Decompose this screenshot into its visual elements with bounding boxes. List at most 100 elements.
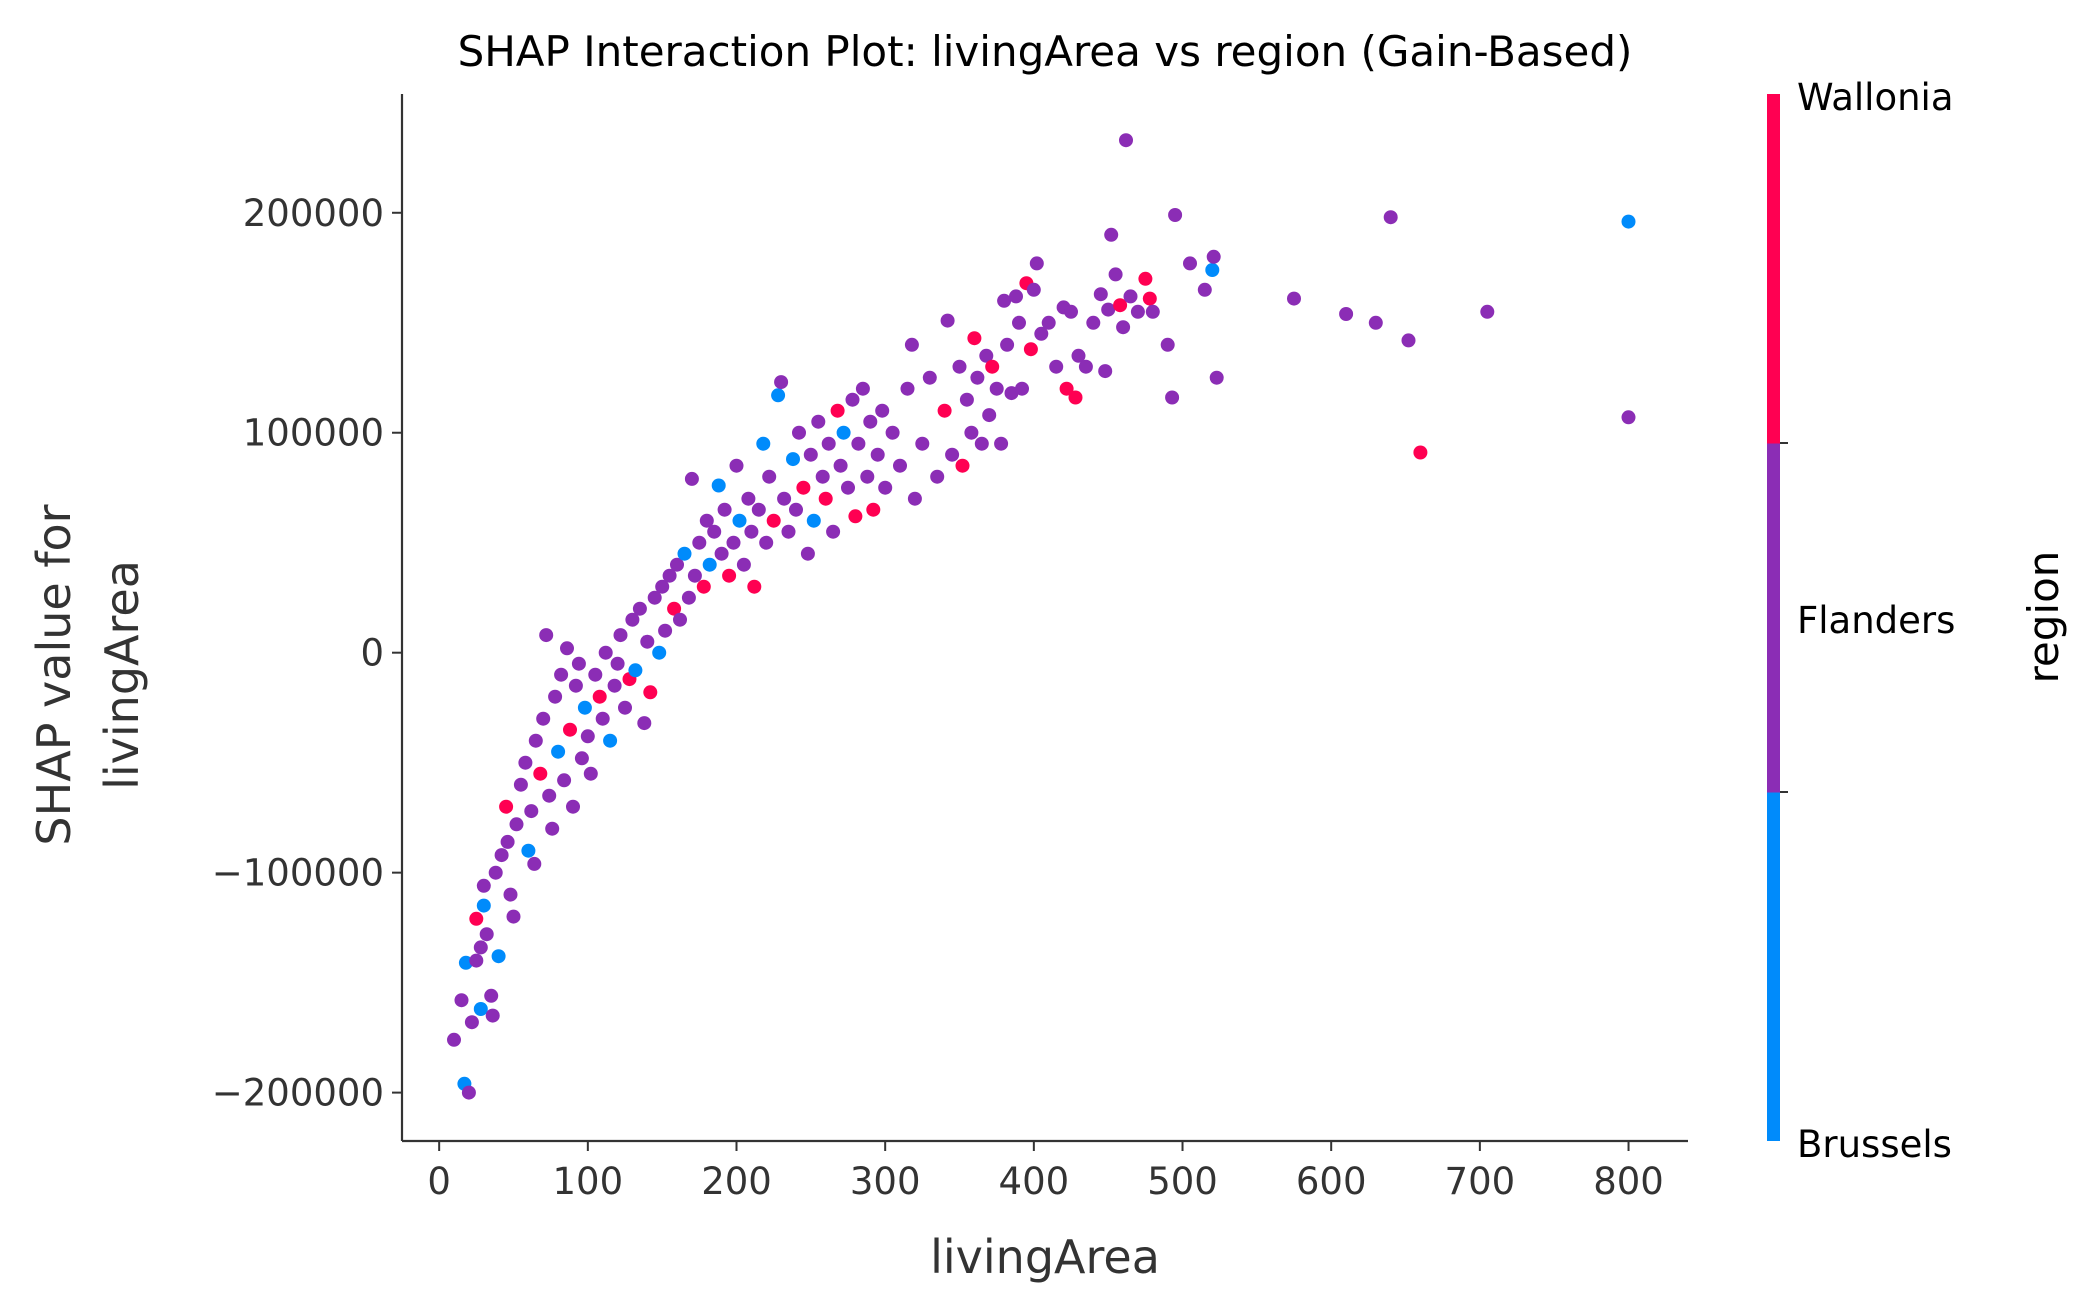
- data-point-flanders: [1012, 315, 1026, 330]
- data-point-brussels: [732, 513, 747, 528]
- data-point-flanders: [662, 568, 677, 583]
- data-point-brussels: [473, 1002, 488, 1016]
- data-point-flanders: [1130, 304, 1145, 319]
- data-point-brussels: [491, 949, 506, 964]
- data-point-wallonia: [643, 685, 658, 700]
- data-point-flanders: [845, 392, 860, 407]
- data-point-flanders: [875, 403, 890, 418]
- data-point-flanders: [979, 348, 994, 363]
- y-tick-label: −100000: [212, 852, 384, 895]
- data-point-flanders: [1000, 337, 1015, 352]
- colorbar-label-top: Wallonia: [1797, 76, 1954, 119]
- data-point-flanders: [539, 628, 554, 643]
- data-point-flanders: [1041, 315, 1056, 330]
- data-point-wallonia: [766, 513, 781, 528]
- data-point-flanders: [1197, 282, 1212, 297]
- data-point-flanders: [900, 381, 915, 396]
- data-point-flanders: [717, 502, 732, 517]
- data-point-brussels: [756, 436, 771, 451]
- data-point-flanders: [878, 480, 893, 495]
- data-point-flanders: [618, 700, 632, 715]
- data-point-flanders: [607, 678, 622, 693]
- data-point-flanders: [1064, 304, 1078, 319]
- data-point-wallonia: [696, 579, 711, 594]
- data-point-flanders: [915, 436, 930, 451]
- data-point-flanders: [692, 535, 707, 550]
- y-tick-label: −200000: [212, 1072, 384, 1115]
- data-point-flanders: [681, 590, 696, 605]
- data-point-flanders: [513, 777, 528, 792]
- data-point-flanders: [922, 370, 937, 385]
- data-point-flanders: [777, 491, 792, 506]
- scatter-points: [447, 133, 1636, 1100]
- data-point-flanders: [485, 1008, 500, 1023]
- data-point-flanders: [655, 579, 670, 594]
- data-point-flanders: [1368, 315, 1383, 330]
- data-point-flanders: [1480, 304, 1495, 319]
- data-point-flanders: [1034, 326, 1049, 341]
- data-point-flanders: [560, 641, 574, 656]
- data-point-brussels: [677, 546, 692, 561]
- y-axis-label-line-1: SHAP value for: [27, 504, 81, 845]
- data-point-flanders: [1029, 256, 1044, 271]
- data-point-flanders: [524, 804, 539, 819]
- x-tick-label: 200: [701, 1160, 772, 1203]
- data-point-flanders: [792, 425, 806, 440]
- data-point-flanders: [855, 381, 870, 396]
- data-point-wallonia: [747, 579, 762, 594]
- data-point-flanders: [904, 337, 919, 352]
- data-point-brussels: [628, 663, 643, 678]
- data-point-flanders: [1071, 348, 1086, 363]
- data-point-flanders: [464, 1015, 479, 1030]
- data-point-flanders: [1004, 386, 1019, 401]
- data-point-flanders: [815, 469, 830, 484]
- data-point-flanders: [461, 1085, 476, 1100]
- data-point-wallonia: [563, 722, 577, 737]
- data-point-flanders: [781, 524, 796, 539]
- data-point-flanders: [893, 458, 907, 473]
- data-point-flanders: [1383, 210, 1398, 225]
- data-point-flanders: [994, 436, 1009, 451]
- data-point-flanders: [997, 293, 1012, 308]
- data-point-wallonia: [967, 331, 982, 346]
- colorbar-title: region: [2019, 551, 2068, 684]
- data-point-flanders: [863, 414, 878, 429]
- y-axis-label-line-2: livingArea: [95, 560, 149, 790]
- data-point-flanders: [595, 711, 610, 726]
- data-point-flanders: [509, 817, 524, 832]
- data-point-flanders: [952, 359, 967, 374]
- data-point-flanders: [964, 425, 979, 440]
- data-point-wallonia: [866, 502, 881, 517]
- data-point-flanders: [610, 656, 625, 671]
- colorbar-label-bottom: Brussels: [1797, 1123, 1952, 1166]
- x-tick-label: 700: [1445, 1160, 1516, 1203]
- data-point-flanders: [860, 469, 875, 484]
- data-point-flanders: [885, 425, 900, 440]
- data-point-wallonia: [469, 911, 484, 926]
- data-point-wallonia: [1142, 291, 1157, 306]
- data-point-flanders: [826, 524, 841, 539]
- data-point-flanders: [632, 601, 647, 616]
- data-point-brussels: [476, 898, 491, 913]
- data-point-flanders: [1168, 208, 1183, 222]
- data-point-flanders: [640, 634, 655, 649]
- data-point-brussels: [1621, 214, 1636, 229]
- data-point-wallonia: [1068, 390, 1083, 405]
- data-point-brussels: [806, 513, 821, 528]
- data-point-flanders: [930, 469, 945, 484]
- data-point-brussels: [836, 425, 851, 440]
- data-point-flanders: [684, 471, 699, 486]
- data-point-flanders: [1108, 267, 1123, 282]
- data-point-flanders: [527, 856, 542, 871]
- y-tick-label: 0: [360, 632, 384, 675]
- data-point-flanders: [566, 799, 580, 814]
- data-point-flanders: [548, 689, 563, 704]
- data-point-flanders: [729, 458, 744, 473]
- data-point-flanders: [800, 546, 815, 561]
- data-point-flanders: [1093, 287, 1108, 302]
- data-point-flanders: [870, 447, 885, 462]
- data-point-wallonia: [848, 509, 863, 524]
- x-tick-label: 0: [427, 1160, 451, 1203]
- data-point-flanders: [1183, 256, 1197, 271]
- data-point-flanders: [473, 940, 488, 955]
